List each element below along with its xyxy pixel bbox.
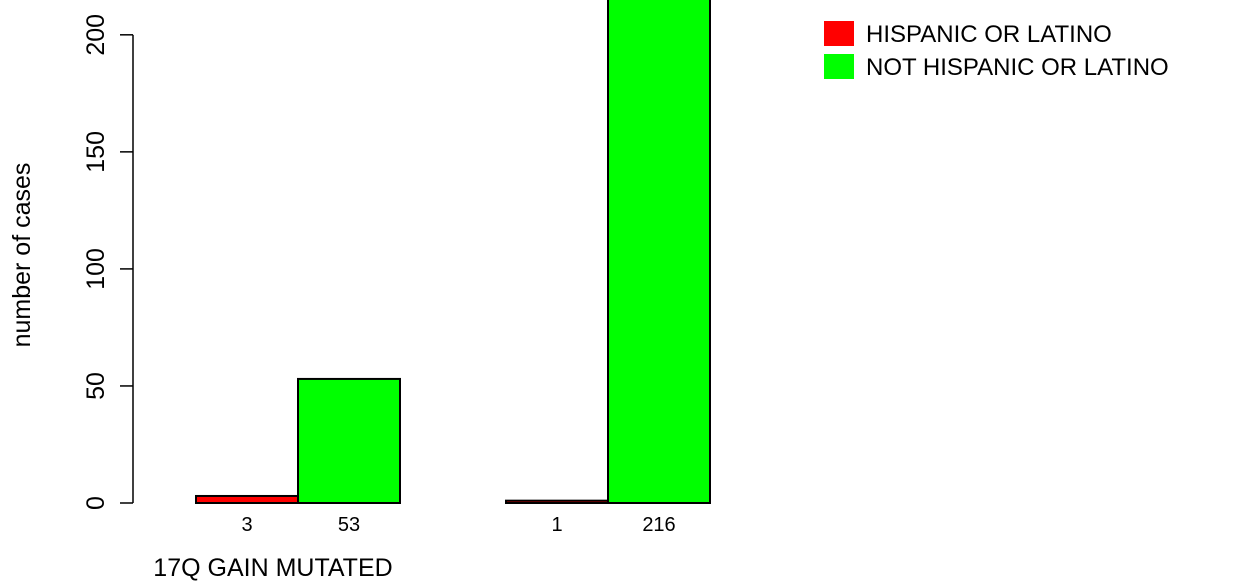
y-tick-label: 0 [82,496,110,510]
bar-value-label: 53 [338,514,360,536]
y-tick-label: 50 [82,372,110,400]
bar-not-hispanic-group-1 [607,0,711,504]
y-tick-label: 100 [82,248,110,290]
y-axis-label: number of cases [8,163,36,348]
bar-value-label: 1 [551,514,562,536]
legend-swatch [824,54,854,79]
y-tick-label: 150 [82,131,110,173]
bar-hispanic-group-1 [505,499,609,504]
y-tick-label: 200 [82,14,110,56]
bar-hispanic-group-0 [195,494,299,504]
legend-swatch [824,21,854,46]
legend-label: NOT HISPANIC OR LATINO [866,54,1169,81]
bar-value-label: 3 [241,514,252,536]
group-label-0: 17Q GAIN MUTATED [153,554,392,582]
y-axis: 0 50 100 150 200 [82,14,134,510]
bar-value-label: 216 [642,514,675,536]
bar-value-labels: 3 53 1 216 [241,514,675,536]
legend-label: HISPANIC OR LATINO [866,21,1112,48]
bar-not-hispanic-group-0 [297,377,401,505]
bars-layer [195,0,711,505]
legend: HISPANIC OR LATINO NOT HISPANIC OR LATINO [824,21,1169,81]
